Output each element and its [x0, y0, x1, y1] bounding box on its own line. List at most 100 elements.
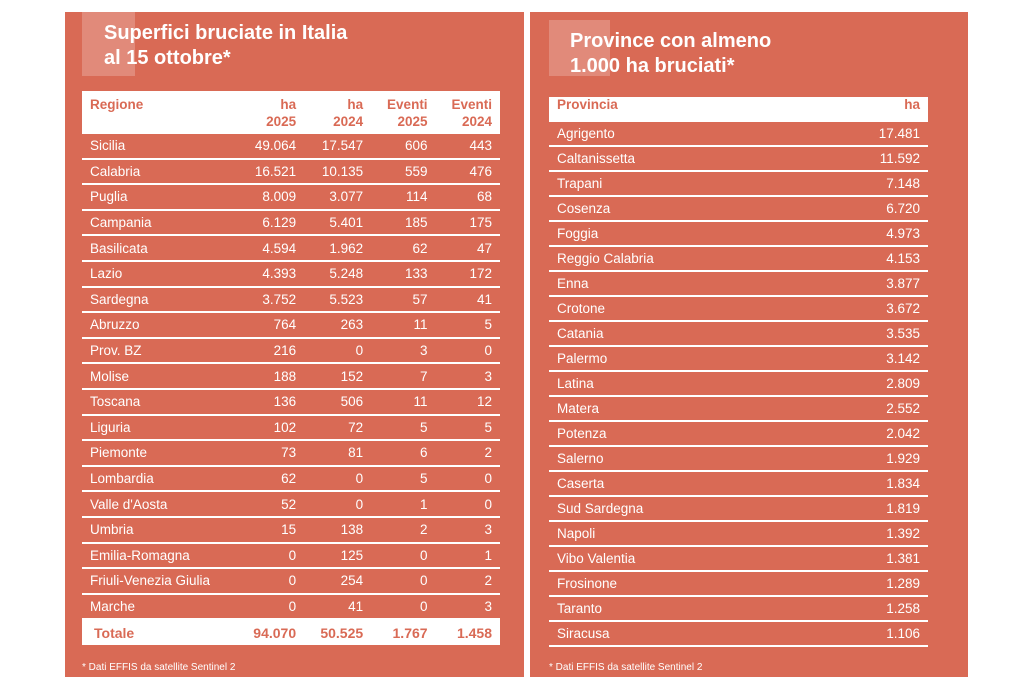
table-cell: 476	[435, 158, 500, 186]
table-row: Liguria 102 72 5 5	[82, 414, 500, 442]
table-row: Catania 3.535	[549, 321, 928, 347]
table-row: Lazio 4.393 5.248 133 172	[82, 260, 500, 288]
table-cell: 8.009	[237, 184, 305, 211]
table-row: Umbria 15 138 2 3	[82, 516, 500, 544]
total-value: 1.458	[435, 619, 500, 646]
table-cell: 10.135	[304, 158, 372, 186]
table-cell: 3.077	[304, 184, 372, 211]
province-name: Frosinone	[549, 571, 801, 597]
table-cell: 136	[237, 388, 305, 416]
table-cell: 0	[435, 337, 500, 365]
table-cell: 6.720	[800, 196, 928, 222]
regions-title: Superfici bruciate in Italia al 15 ottob…	[104, 21, 347, 71]
decorative-square	[82, 12, 135, 76]
table-row: Caserta 1.834	[549, 471, 928, 497]
table-cell: 263	[304, 312, 372, 339]
table-row: Enna 3.877	[549, 271, 928, 297]
table-cell: 11	[371, 312, 436, 339]
table-cell: 2	[435, 568, 500, 595]
province-name: Potenza	[549, 421, 801, 447]
table-cell: 15	[237, 516, 305, 544]
table-cell: 172	[435, 260, 500, 288]
region-name: Friuli-Venezia Giulia	[82, 568, 238, 595]
column-header: Regione	[82, 91, 238, 134]
region-name: Sicilia	[82, 134, 238, 160]
table-cell: 1.834	[800, 471, 928, 497]
provinces-table: Provincia ha Agrigento 17.481 Caltanissetta…	[549, 97, 928, 647]
table-row: Crotone 3.672	[549, 296, 928, 322]
table-row: Marche 0 41 0 3	[82, 593, 500, 621]
province-name: Palermo	[549, 346, 801, 372]
column-header: ha 2024	[304, 91, 372, 134]
table-cell: 0	[237, 593, 305, 621]
table-cell: 0	[435, 465, 500, 493]
decorative-square	[549, 20, 610, 76]
table-cell: 0	[371, 542, 436, 570]
table-cell: 62	[237, 465, 305, 493]
province-name: Taranto	[549, 596, 801, 622]
table-cell: 2.552	[800, 396, 928, 422]
table-row: Frosinone 1.289	[549, 571, 928, 597]
table-cell: 606	[371, 134, 436, 160]
table-cell: 764	[237, 312, 305, 339]
table-row: Emilia-Romagna 0 125 0 1	[82, 542, 500, 570]
table-cell: 3.672	[800, 296, 928, 322]
table-cell: 443	[435, 134, 500, 160]
table-cell: 6.129	[237, 209, 305, 237]
table-cell: 0	[304, 337, 372, 365]
province-name: Trapani	[549, 171, 801, 197]
province-name: Foggia	[549, 221, 801, 247]
province-name: Caserta	[549, 471, 801, 497]
column-header: Eventi 2024	[435, 91, 500, 134]
table-cell: 125	[304, 542, 372, 570]
table-cell: 2.809	[800, 371, 928, 397]
column-header: ha	[800, 97, 928, 122]
regions-table: Regione ha 2025 ha 2024 Eventi 2025 Eventi 2024 …	[82, 91, 500, 646]
table-cell: 5	[435, 312, 500, 339]
table-cell: 506	[304, 388, 372, 416]
table-cell: 102	[237, 414, 305, 442]
table-cell: 5.248	[304, 260, 372, 288]
table-cell: 3.142	[800, 346, 928, 372]
table-cell: 11	[371, 388, 436, 416]
column-header: Eventi 2025	[371, 91, 436, 134]
table-row: Toscana 136 506 11 12	[82, 388, 500, 416]
table-cell: 7.148	[800, 171, 928, 197]
title-line-1: Province con almeno	[570, 30, 772, 52]
table-cell: 2	[435, 440, 500, 467]
table-cell: 0	[304, 465, 372, 493]
table-cell: 7	[371, 363, 436, 390]
footnote: * Dati EFFIS da satellite Sentinel 2	[549, 662, 703, 673]
column-header-line: 2025	[397, 114, 428, 129]
table-header: Provincia ha	[549, 97, 928, 122]
table-cell: 3	[371, 337, 436, 365]
region-name: Abruzzo	[82, 312, 238, 339]
table-row: Lombardia 62 0 5 0	[82, 465, 500, 493]
title-line-2: al 15 ottobre*	[104, 47, 231, 69]
province-name: Vibo Valentia	[549, 546, 801, 572]
title-line-1: Superfici bruciate in Italia	[104, 22, 348, 44]
region-name: Basilicata	[82, 235, 238, 262]
table-cell: 1.929	[800, 446, 928, 472]
provinces-panel: Province con almeno 1.000 ha bruciati* P…	[530, 12, 968, 677]
column-header-line: Eventi	[387, 97, 428, 112]
table-cell: 57	[371, 286, 436, 314]
table-cell: 11.592	[800, 146, 928, 172]
table-cell: 152	[304, 363, 372, 390]
table-cell: 0	[371, 593, 436, 621]
table-row: Molise 188 152 7 3	[82, 363, 500, 390]
table-row: Basilicata 4.594 1.962 62 47	[82, 235, 500, 262]
column-header: ha 2025	[237, 91, 305, 134]
footnote: * Dati EFFIS da satellite Sentinel 2	[82, 662, 236, 673]
table-row: Palermo 3.142	[549, 346, 928, 372]
column-header-line: ha	[347, 97, 364, 112]
total-value: 50.525	[304, 619, 372, 646]
table-cell: 16.521	[237, 158, 305, 186]
table-cell: 52	[237, 491, 305, 518]
table-row: Caltanissetta 11.592	[549, 146, 928, 172]
table-row: Sicilia 49.064 17.547 606 443	[82, 134, 500, 160]
total-label: Totale	[82, 619, 238, 646]
table-cell: 138	[304, 516, 372, 544]
table-cell: 6	[371, 440, 436, 467]
table-row: Salerno 1.929	[549, 446, 928, 472]
